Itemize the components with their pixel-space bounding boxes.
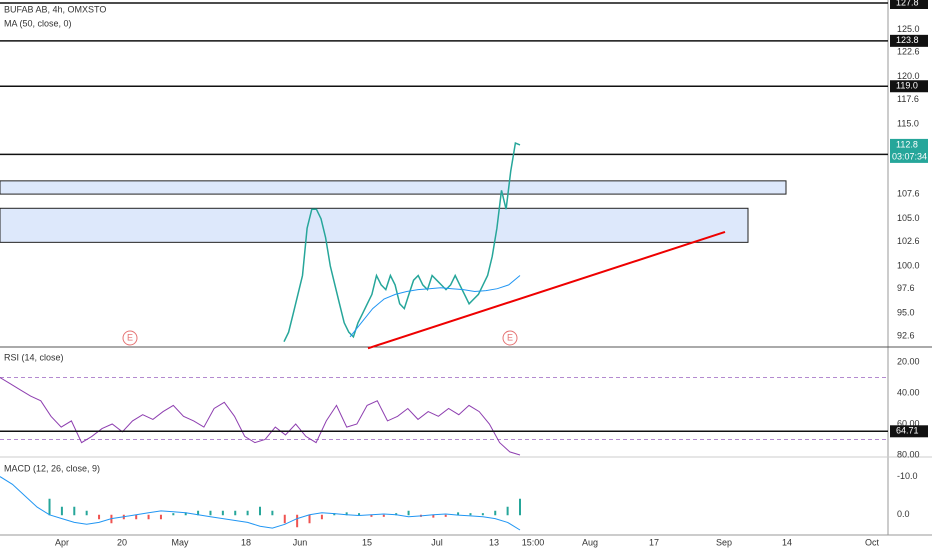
countdown: 03:07:34: [892, 151, 927, 161]
zone: [0, 207, 749, 243]
macd-histogram: [308, 514, 311, 524]
rsi-level-badge: [890, 425, 928, 438]
time-label: 15: [362, 537, 372, 547]
time-label: Oct: [865, 537, 880, 547]
symbol: BUFAB AB, 4h, OMXSTO: [4, 4, 106, 14]
time-label: 17: [649, 537, 659, 547]
macd-histogram: [246, 510, 249, 516]
macd-histogram: [60, 506, 63, 516]
level-label: 127.8: [896, 0, 919, 7]
macd-histogram: [98, 514, 101, 520]
price-tick-label: 115.0: [897, 118, 919, 128]
time-label: May: [171, 537, 189, 547]
macd-histogram: [184, 512, 187, 516]
time-label: 14: [782, 537, 792, 547]
earnings-label: E: [507, 332, 513, 342]
macd-histogram: [519, 498, 521, 516]
price-tick-label: 120.0: [897, 71, 920, 81]
macd-histogram: [135, 514, 138, 520]
macd-histogram: [469, 513, 472, 516]
price-tick-label: 105.0: [897, 213, 920, 223]
time-label: Jul: [431, 537, 443, 547]
last-price-badge: [890, 138, 928, 163]
macd-histogram: [407, 510, 410, 516]
rsi-level-label: 64.71: [896, 426, 919, 436]
ma-label: MA (50, close, 0): [4, 18, 72, 28]
macd-histogram: [48, 498, 51, 516]
macd-histogram: [358, 513, 361, 516]
macd-label: MACD (12, 26, close, 9): [4, 463, 100, 473]
level-badge: [890, 0, 928, 9]
price-line: [283, 141, 521, 343]
time-label: Aug: [582, 537, 598, 547]
macd-histogram: [370, 514, 373, 517]
macd-histogram: [85, 510, 88, 516]
macd-histogram: [172, 513, 175, 516]
price-tick-label: 117.6: [897, 94, 919, 104]
macd-histogram: [259, 506, 261, 516]
time-label: Apr: [55, 537, 69, 547]
rsi-tick-label: 20.00: [897, 356, 920, 366]
macd-histogram: [221, 510, 224, 516]
macd-histogram: [382, 514, 385, 517]
macd-histogram: [234, 510, 237, 516]
price-tick-label: 102.6: [897, 236, 920, 246]
rsi-line: [0, 377, 521, 456]
macd-histogram: [444, 514, 447, 517]
last-price: 112.8: [896, 139, 918, 149]
rsi-tick-label: 80.00: [897, 449, 920, 459]
macd-histogram: [283, 514, 286, 524]
price-tick-label: 100.0: [897, 260, 920, 270]
macd-histogram: [271, 510, 274, 516]
price-tick-label: 122.6: [897, 47, 920, 57]
price-tick-label: 97.6: [897, 283, 915, 293]
trendline: [367, 230, 726, 350]
macd-histogram: [197, 510, 200, 516]
macd-histogram: [506, 506, 509, 516]
macd-histogram: [432, 514, 435, 518]
macd-histogram: [296, 514, 299, 528]
macd-line: [0, 476, 521, 531]
level-badge: [890, 34, 928, 47]
level-badge: [890, 80, 928, 93]
level-label: 123.8: [896, 35, 919, 45]
macd-histogram: [481, 513, 484, 516]
macd-tick-label: -10.0: [897, 471, 918, 481]
time-label: Jun: [293, 537, 308, 547]
time-label: 13: [489, 537, 499, 547]
macd-histogram: [395, 513, 398, 516]
price-tick-label: 95.0: [897, 308, 915, 318]
price-tick-label: 125.0: [897, 24, 920, 34]
price-tick-label: 107.6: [897, 188, 920, 198]
macd-histogram: [333, 513, 336, 516]
macd-histogram: [494, 510, 497, 516]
earnings-icon: [122, 330, 138, 346]
time-label: 18: [241, 537, 251, 547]
macd-histogram: [345, 512, 348, 516]
macd-histogram: [457, 512, 460, 516]
rsi-label: RSI (14, close): [4, 352, 64, 362]
macd-histogram: [73, 506, 76, 516]
price-tick-label: 92.6: [897, 330, 915, 340]
macd-tick-label: 0.0: [897, 509, 910, 519]
level-label: 119.0: [896, 81, 918, 91]
earnings-icon: [502, 330, 518, 346]
rsi-tick-label: 60.00: [897, 418, 920, 428]
macd-histogram: [320, 514, 323, 520]
time-label: 20: [117, 537, 127, 547]
time-label: 15:00: [522, 537, 545, 547]
rsi-tick-label: 40.00: [897, 387, 920, 397]
macd-histogram: [159, 514, 162, 520]
macd-histogram: [147, 514, 150, 520]
earnings-label: E: [127, 332, 133, 342]
time-label: Sep: [716, 537, 732, 547]
macd-histogram: [209, 510, 212, 516]
zone: [0, 180, 787, 195]
ma-line: [349, 275, 521, 338]
